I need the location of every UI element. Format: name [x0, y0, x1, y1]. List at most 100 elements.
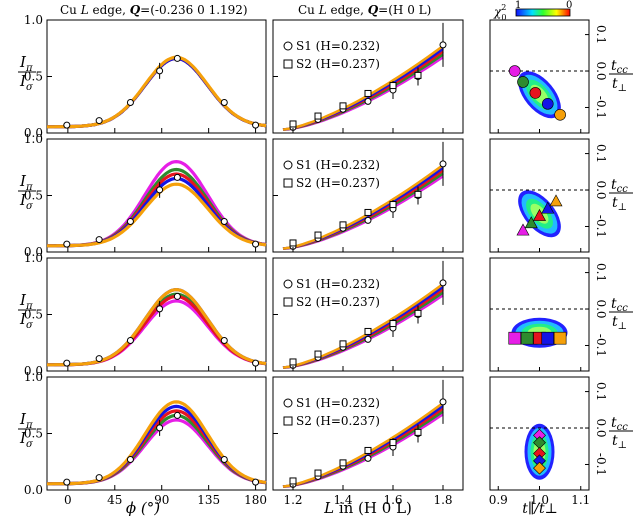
phi-curve-red	[47, 294, 267, 367]
chi-y-label-denominator: t⊥	[612, 314, 627, 332]
L-s2-point	[339, 102, 347, 110]
phi-y-tick-label: 0.5	[24, 427, 43, 441]
legend-s2-label: S2 (H=0.237)	[296, 414, 380, 428]
L-s1-point	[364, 97, 372, 105]
chi-x-tick-label: 1.0	[530, 493, 549, 507]
chi-x-tick-label: 1.1	[571, 493, 590, 507]
phi-data-point	[220, 98, 228, 106]
L-panel-frame	[272, 376, 464, 491]
L-x-tick-label: 1.4	[333, 493, 352, 507]
chi-marker	[524, 216, 538, 229]
chi-y-tick-label: 0.1	[594, 263, 608, 282]
L-s2-point	[414, 190, 422, 198]
phi-y-tick-label: 0.5	[24, 70, 43, 84]
phi-data-point	[126, 336, 134, 344]
chi-y-tick-label: -0.1	[594, 215, 608, 238]
L-s2-point	[364, 89, 372, 97]
phi-curve-orange	[47, 400, 267, 486]
chi-marker	[508, 331, 522, 345]
chi-panel-frame	[489, 257, 590, 372]
L-s2-point	[364, 327, 372, 335]
chi-x-tick-label: 0.9	[489, 493, 508, 507]
legend-s2-label: S2 (H=0.237)	[296, 295, 380, 309]
L-s2-point	[364, 446, 372, 454]
chi-y-tick-label: 0.0	[594, 61, 608, 80]
legend-s1-marker	[283, 160, 293, 170]
legend-s2-label: S2 (H=0.237)	[296, 176, 380, 190]
phi-data-point	[252, 478, 260, 486]
chi-marker	[520, 331, 534, 345]
colorbar-label: χ2 0	[493, 3, 506, 22]
chi-y-tick-label: -0.1	[594, 96, 608, 119]
phi-data-point	[220, 336, 228, 344]
legend-s1-label: S1 (H=0.232)	[296, 39, 380, 53]
phi-y-tick-label: 0.0	[24, 245, 43, 259]
legend-s2-label: S2 (H=0.237)	[296, 57, 380, 71]
phi-data-point	[95, 117, 103, 125]
legend-s1-label: S1 (H=0.232)	[296, 158, 380, 172]
phi-curve-orange	[47, 287, 267, 367]
L-s2-point	[339, 459, 347, 467]
L-x-tick-label: 1.6	[383, 493, 402, 507]
colorbar	[515, 8, 571, 17]
phi-y-tick-label: 0.0	[24, 126, 43, 140]
legend-s1-marker	[283, 279, 293, 289]
L-s2-point	[414, 309, 422, 317]
phi-curve-orange	[47, 182, 267, 248]
phi-data-point	[220, 455, 228, 463]
L-x-tick-label: 1.2	[283, 493, 302, 507]
phi-data-point	[63, 121, 71, 129]
L-s2-point	[389, 320, 397, 328]
phi-data-point	[63, 478, 71, 486]
chi-y-tick-label: -0.1	[594, 453, 608, 476]
phi-data-point	[173, 411, 181, 419]
legend-s1-marker	[283, 398, 293, 408]
chi-marker	[553, 331, 567, 345]
chi-y-label-numerator: tcc	[611, 415, 628, 433]
phi-y-label-numerator: Iπ	[19, 291, 33, 312]
legend-s1-label: S1 (H=0.232)	[296, 396, 380, 410]
L-s2-point	[314, 350, 322, 358]
chi-marker	[516, 223, 530, 236]
L-s1-point	[439, 41, 447, 49]
L-s1-point	[439, 160, 447, 168]
L-curve-orange	[282, 44, 444, 131]
L-s1-point	[364, 335, 372, 343]
chi-y-label-denominator: t⊥	[612, 76, 627, 94]
phi-y-tick-label: 0.0	[24, 483, 43, 497]
L-s2-point	[414, 428, 422, 436]
phi-data-point	[156, 305, 164, 313]
chi-marker	[533, 461, 546, 475]
phi-data-point	[126, 217, 134, 225]
phi-x-tick-label: 45	[107, 493, 122, 507]
phi-x-tick-label: 90	[154, 493, 169, 507]
chi-marker	[517, 76, 529, 88]
phi-data-point	[63, 240, 71, 248]
left-panel-header: Cu L edge, Q=(-0.236 0 1.192)	[60, 3, 248, 17]
chi-marker	[541, 201, 555, 214]
phi-data-point	[63, 359, 71, 367]
chi-marker	[541, 98, 554, 110]
L-s2-point	[364, 208, 372, 216]
chi-y-tick-label: 0.1	[594, 382, 608, 401]
phi-x-tick-label: 135	[197, 493, 220, 507]
L-curve-orange	[282, 163, 444, 250]
L-s2-point	[414, 71, 422, 79]
phi-data-point	[252, 240, 260, 248]
chi-marker	[554, 108, 566, 121]
chi-y-label-denominator: t⊥	[612, 195, 627, 213]
L-curve-orange	[282, 401, 444, 488]
L-s2-point	[389, 439, 397, 447]
middle-x-axis-label: L in (H 0 L)	[323, 499, 412, 517]
L-curve-orange	[282, 282, 444, 369]
legend-s2-marker	[283, 59, 293, 69]
chi-y-label-numerator: tcc	[611, 177, 628, 195]
phi-data-point	[156, 186, 164, 194]
phi-y-label-numerator: Iπ	[19, 53, 33, 74]
L-x-tick-label: 1.8	[433, 493, 452, 507]
chi-marker	[508, 65, 521, 77]
legend-s2-marker	[283, 416, 293, 426]
phi-x-tick-label: 180	[244, 493, 267, 507]
chi-y-label-denominator: t⊥	[612, 433, 627, 451]
chi-marker	[532, 208, 547, 221]
